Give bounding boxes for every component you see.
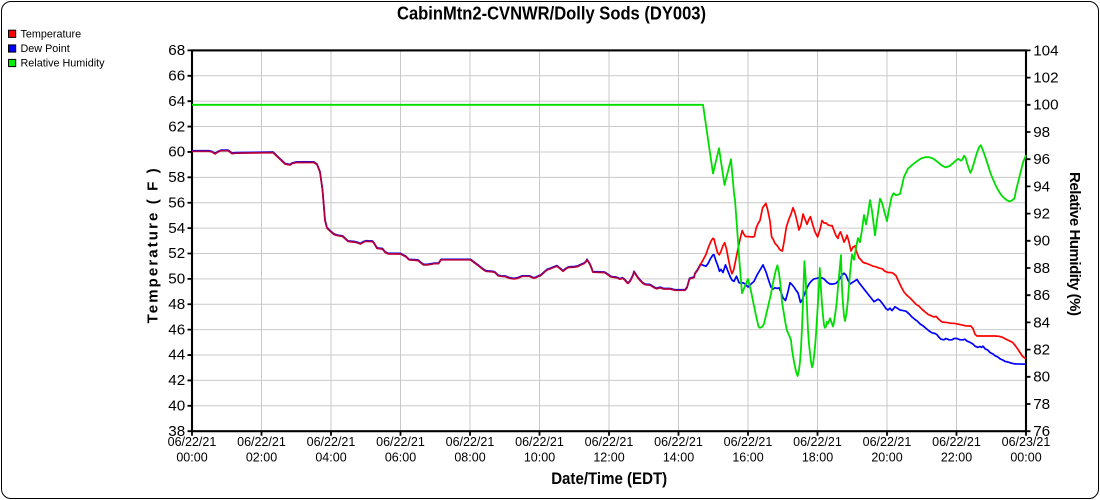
svg-text:06:00: 06:00 xyxy=(385,451,416,465)
svg-text:54: 54 xyxy=(168,220,185,237)
svg-text:04:00: 04:00 xyxy=(315,451,346,465)
svg-text:10:00: 10:00 xyxy=(524,451,555,465)
svg-text:88: 88 xyxy=(1033,260,1050,277)
svg-text:00:00: 00:00 xyxy=(1010,451,1041,465)
svg-text:06/22/21: 06/22/21 xyxy=(446,435,495,449)
svg-text:06/22/21: 06/22/21 xyxy=(724,435,773,449)
svg-text:52: 52 xyxy=(168,245,185,262)
svg-text:06/22/21: 06/22/21 xyxy=(793,435,842,449)
svg-text:84: 84 xyxy=(1033,314,1050,331)
svg-text:16:00: 16:00 xyxy=(732,451,763,465)
svg-text:Relative Humidity: Relative Humidity xyxy=(21,58,106,70)
svg-text:102: 102 xyxy=(1033,70,1058,87)
svg-text:18:00: 18:00 xyxy=(802,451,833,465)
svg-text:98: 98 xyxy=(1033,124,1050,141)
svg-text:104: 104 xyxy=(1033,42,1058,59)
svg-text:66: 66 xyxy=(168,68,185,85)
svg-text:48: 48 xyxy=(168,296,185,313)
svg-text:90: 90 xyxy=(1033,233,1050,250)
svg-text:100: 100 xyxy=(1033,97,1058,114)
svg-text:38: 38 xyxy=(168,423,185,440)
svg-text:22:00: 22:00 xyxy=(941,451,972,465)
svg-text:96: 96 xyxy=(1033,151,1050,168)
svg-text:94: 94 xyxy=(1033,178,1050,195)
svg-text:50: 50 xyxy=(168,271,185,288)
svg-text:64: 64 xyxy=(168,93,185,110)
svg-text:92: 92 xyxy=(1033,206,1050,223)
svg-text:20:00: 20:00 xyxy=(871,451,902,465)
svg-text:02:00: 02:00 xyxy=(246,451,277,465)
svg-text:06/22/21: 06/22/21 xyxy=(585,435,634,449)
svg-text:12:00: 12:00 xyxy=(593,451,624,465)
svg-text:Temperature: Temperature xyxy=(21,28,82,40)
svg-text:86: 86 xyxy=(1033,287,1050,304)
svg-text:44: 44 xyxy=(168,347,185,364)
svg-text:Relative Humidity (%): Relative Humidity (%) xyxy=(1066,172,1083,316)
svg-text:06/22/21: 06/22/21 xyxy=(307,435,356,449)
svg-text:42: 42 xyxy=(168,372,185,389)
svg-text:06/22/21: 06/22/21 xyxy=(237,435,286,449)
svg-text:80: 80 xyxy=(1033,369,1050,386)
svg-text:46: 46 xyxy=(168,321,185,338)
svg-text:14:00: 14:00 xyxy=(663,451,694,465)
svg-text:CabinMtn2-CVNWR/Dolly Sods (DY: CabinMtn2-CVNWR/Dolly Sods (DY003) xyxy=(397,3,706,24)
svg-text:78: 78 xyxy=(1033,396,1050,413)
svg-text:82: 82 xyxy=(1033,342,1050,359)
svg-text:06/22/21: 06/22/21 xyxy=(654,435,703,449)
svg-text:56: 56 xyxy=(168,194,185,211)
svg-text:06/22/21: 06/22/21 xyxy=(168,435,217,449)
svg-text:06/22/21: 06/22/21 xyxy=(932,435,981,449)
svg-text:Dew Point: Dew Point xyxy=(21,43,70,55)
svg-text:06/22/21: 06/22/21 xyxy=(515,435,564,449)
svg-text:62: 62 xyxy=(168,118,185,135)
svg-text:08:00: 08:00 xyxy=(454,451,485,465)
svg-text:58: 58 xyxy=(168,169,185,186)
svg-text:06/22/21: 06/22/21 xyxy=(376,435,425,449)
svg-text:06/22/21: 06/22/21 xyxy=(863,435,912,449)
svg-text:06/23/21: 06/23/21 xyxy=(1002,435,1051,449)
svg-text:40: 40 xyxy=(168,398,185,415)
svg-text:00:00: 00:00 xyxy=(176,451,207,465)
svg-text:76: 76 xyxy=(1033,423,1050,440)
svg-text:60: 60 xyxy=(168,144,185,161)
svg-text:68: 68 xyxy=(168,42,185,59)
svg-text:Date/Time (EDT): Date/Time (EDT) xyxy=(551,470,667,488)
svg-text:Temperature ( F ): Temperature ( F ) xyxy=(145,168,162,323)
